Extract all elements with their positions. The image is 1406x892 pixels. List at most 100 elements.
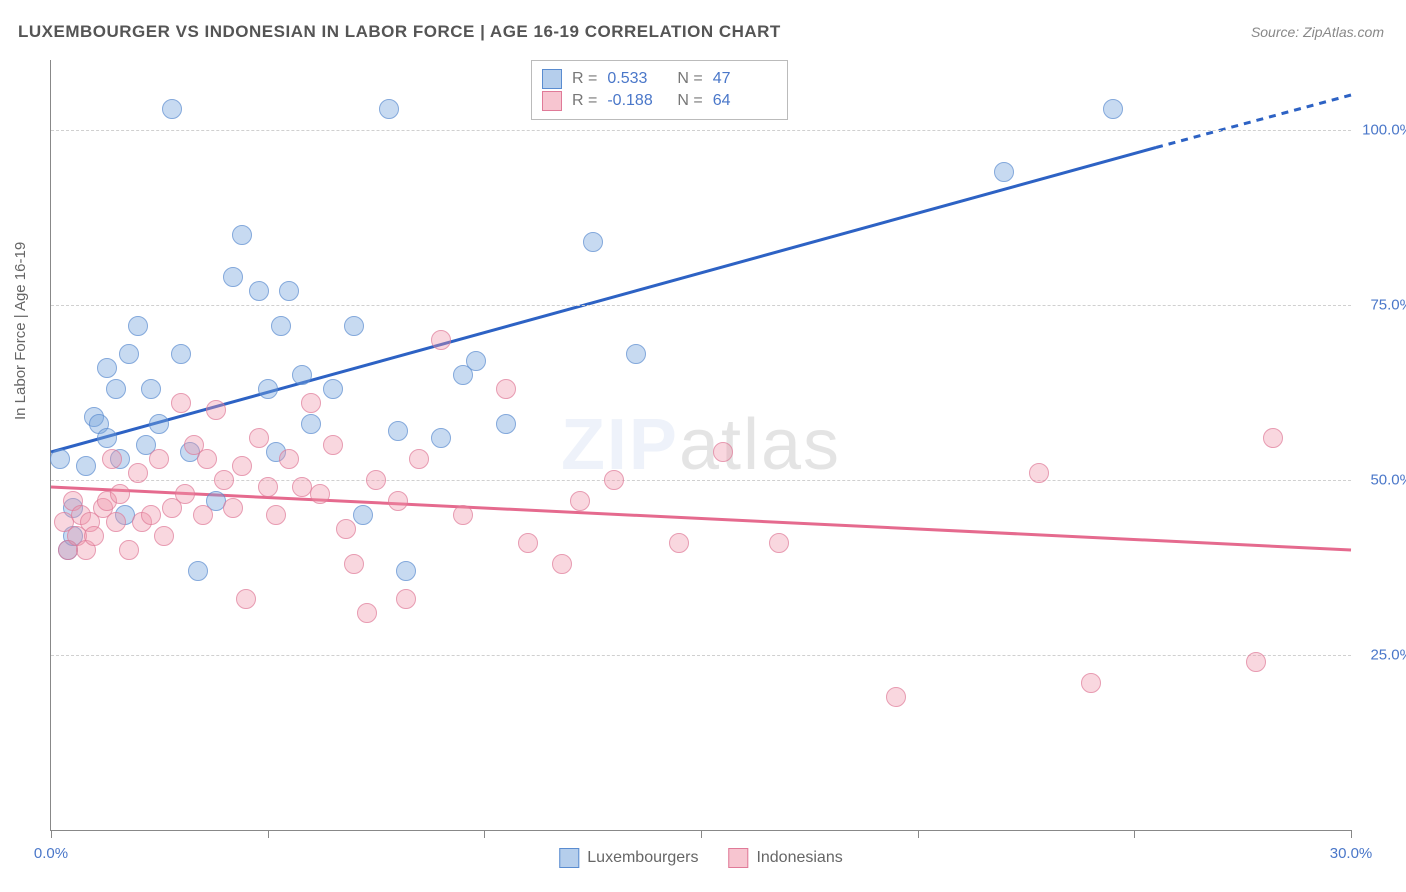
legend-swatch — [728, 848, 748, 868]
n-label: N = — [677, 70, 702, 88]
data-point — [106, 379, 126, 399]
n-value: 47 — [713, 70, 773, 88]
data-point — [223, 498, 243, 518]
data-point — [604, 470, 624, 490]
data-point — [357, 603, 377, 623]
data-point — [175, 484, 195, 504]
r-value: -0.188 — [607, 92, 667, 110]
data-point — [50, 449, 70, 469]
data-point — [336, 519, 356, 539]
data-point — [236, 589, 256, 609]
data-point — [552, 554, 572, 574]
data-point — [154, 526, 174, 546]
x-tick — [268, 830, 269, 838]
chart-area: ZIPatlas R =0.533N =47R =-0.188N =64 Lux… — [50, 60, 1351, 831]
gridline — [51, 130, 1351, 131]
trend-lines — [51, 60, 1351, 830]
data-point — [279, 449, 299, 469]
x-tick — [484, 830, 485, 838]
data-point — [102, 449, 122, 469]
y-tick-label: 50.0% — [1358, 472, 1406, 489]
data-point — [171, 344, 191, 364]
data-point — [518, 533, 538, 553]
data-point — [119, 540, 139, 560]
data-point — [669, 533, 689, 553]
data-point — [149, 449, 169, 469]
stats-legend: R = 0.533 N = 47 R = -0.188 N = 64 — [531, 60, 788, 120]
data-point — [266, 505, 286, 525]
y-tick-label: 75.0% — [1358, 297, 1406, 314]
data-point — [76, 456, 96, 476]
r-value: 0.533 — [607, 70, 667, 88]
data-point — [379, 99, 399, 119]
data-point — [1081, 673, 1101, 693]
x-tick — [51, 830, 52, 838]
data-point — [301, 393, 321, 413]
data-point — [431, 428, 451, 448]
data-point — [886, 687, 906, 707]
x-tick — [918, 830, 919, 838]
data-point — [232, 456, 252, 476]
gridline — [51, 655, 1351, 656]
data-point — [258, 379, 278, 399]
data-point — [97, 428, 117, 448]
data-point — [409, 449, 429, 469]
data-point — [97, 358, 117, 378]
data-point — [994, 162, 1014, 182]
data-point — [769, 533, 789, 553]
data-point — [110, 484, 130, 504]
legend-swatch — [559, 848, 579, 868]
data-point — [214, 470, 234, 490]
data-point — [496, 379, 516, 399]
data-point — [353, 505, 373, 525]
data-point — [232, 225, 252, 245]
data-point — [249, 281, 269, 301]
data-point — [396, 589, 416, 609]
y-axis-label: In Labor Force | Age 16-19 — [12, 242, 29, 420]
stats-row: R = -0.188 N = 64 — [542, 91, 773, 111]
data-point — [279, 281, 299, 301]
x-tick-label: 0.0% — [34, 845, 68, 862]
data-point — [292, 365, 312, 385]
data-point — [249, 428, 269, 448]
n-label: N = — [677, 92, 702, 110]
data-point — [149, 414, 169, 434]
data-point — [193, 505, 213, 525]
data-point — [206, 400, 226, 420]
data-point — [431, 330, 451, 350]
data-point — [344, 316, 364, 336]
legend-swatch — [542, 91, 562, 111]
chart-title: LUXEMBOURGER VS INDONESIAN IN LABOR FORC… — [18, 22, 781, 42]
data-point — [626, 344, 646, 364]
data-point — [1103, 99, 1123, 119]
data-point — [570, 491, 590, 511]
data-point — [171, 393, 191, 413]
data-point — [1029, 463, 1049, 483]
data-point — [366, 470, 386, 490]
r-label: R = — [572, 92, 597, 110]
data-point — [271, 316, 291, 336]
data-point — [141, 505, 161, 525]
n-value: 64 — [713, 92, 773, 110]
data-point — [258, 477, 278, 497]
data-point — [301, 414, 321, 434]
data-point — [453, 505, 473, 525]
gridline — [51, 480, 1351, 481]
x-tick-label: 30.0% — [1330, 845, 1373, 862]
watermark: ZIPatlas — [561, 404, 841, 486]
r-label: R = — [572, 70, 597, 88]
x-tick — [1134, 830, 1135, 838]
y-tick-label: 100.0% — [1358, 122, 1406, 139]
data-point — [466, 351, 486, 371]
data-point — [141, 379, 161, 399]
data-point — [188, 561, 208, 581]
data-point — [128, 316, 148, 336]
gridline — [51, 305, 1351, 306]
data-point — [106, 512, 126, 532]
data-point — [583, 232, 603, 252]
data-point — [388, 491, 408, 511]
data-point — [713, 442, 733, 462]
y-tick-label: 25.0% — [1358, 647, 1406, 664]
data-point — [344, 554, 364, 574]
x-tick — [701, 830, 702, 838]
